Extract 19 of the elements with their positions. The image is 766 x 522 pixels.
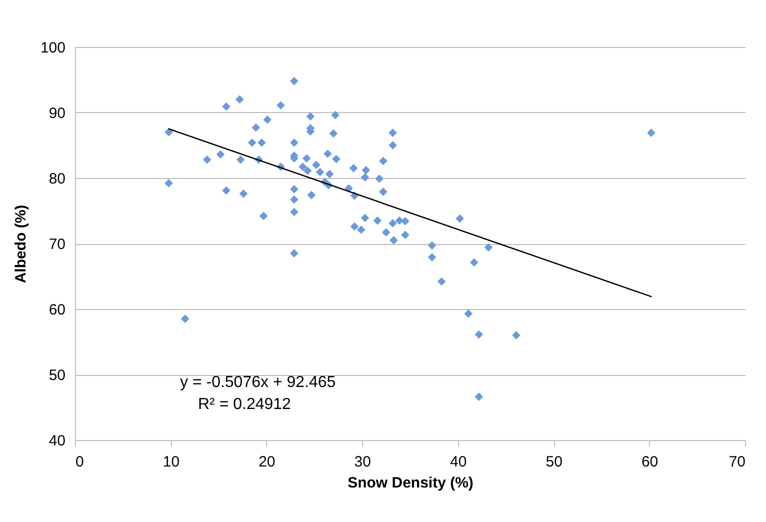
y-tick-label: 60 bbox=[48, 302, 66, 318]
x-tick-label: 10 bbox=[162, 454, 180, 470]
x-tick-label: 0 bbox=[76, 454, 84, 470]
x-axis-title: Snow Density (%) bbox=[348, 474, 474, 492]
y-axis-title: Albedo (%) bbox=[12, 204, 30, 284]
y-tick-label: 80 bbox=[48, 170, 66, 188]
y-tick-label: 40 bbox=[48, 432, 66, 450]
annotation: y = -0.5076x + 92.465 bbox=[180, 374, 336, 391]
x-tick-label: 30 bbox=[354, 454, 371, 470]
x-tick-label: 70 bbox=[728, 454, 746, 470]
annotation: R² = 0.24912 bbox=[198, 396, 292, 413]
y-tick-label: 90 bbox=[48, 105, 66, 122]
x-tick-label: 60 bbox=[641, 454, 658, 470]
x-tick-label: 50 bbox=[546, 454, 562, 470]
x-tick-label: 40 bbox=[450, 454, 467, 470]
y-tick-label: 50 bbox=[48, 367, 66, 384]
x-tick-label: 20 bbox=[258, 454, 276, 470]
y-tick-label: 70 bbox=[48, 236, 66, 253]
y-tick-label: 100 bbox=[40, 40, 66, 56]
